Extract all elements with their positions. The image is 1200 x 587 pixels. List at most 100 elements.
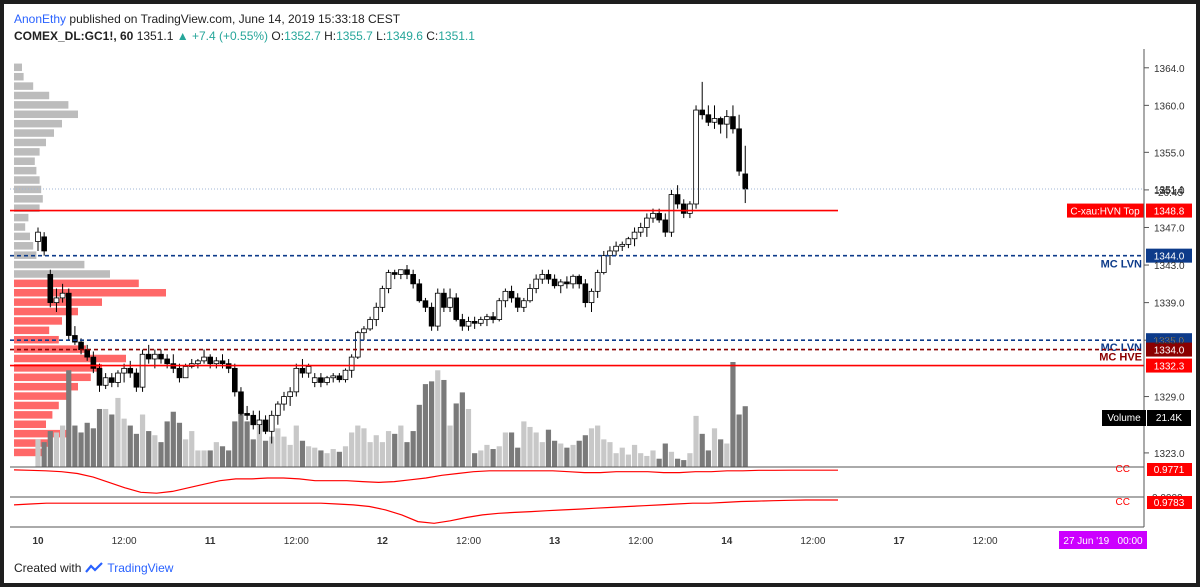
volume-bars: [35, 362, 748, 467]
candle-body: [361, 328, 367, 334]
candle-body: [564, 281, 570, 285]
time-tick-label: 12:00: [456, 536, 481, 547]
profile-bar: [14, 411, 53, 419]
volume-bar: [515, 447, 521, 467]
low-label: L:: [376, 29, 387, 43]
profile-bar: [14, 317, 62, 325]
profile-bar: [14, 91, 50, 100]
volume-bar: [275, 428, 281, 467]
profile-bar: [14, 129, 54, 137]
candle-body: [354, 332, 361, 358]
profile-bar: [14, 148, 40, 156]
candle-body: [582, 283, 589, 304]
candle-body: [508, 290, 515, 299]
level-price-label: 1348.8: [1154, 207, 1185, 218]
volume-bar: [152, 435, 158, 467]
volume-bar: [244, 421, 250, 467]
volume-bar: [718, 439, 724, 467]
candle-body: [484, 316, 490, 320]
candle-body: [72, 335, 78, 343]
candle-body: [459, 319, 466, 327]
candle-body: [607, 250, 613, 257]
level-price-box: [1146, 203, 1192, 218]
low-value: 1349.6: [386, 29, 423, 43]
candle-body: [711, 118, 718, 123]
volume-bar: [588, 428, 595, 467]
candle-body: [59, 292, 66, 299]
candle-body: [231, 367, 238, 393]
volume-bar: [207, 450, 213, 467]
volume-bar: [539, 442, 545, 467]
level-name-label: C-xau:HVN Top: [1070, 207, 1140, 218]
level-name-box: [1067, 203, 1144, 218]
profile-bar: [14, 82, 34, 90]
volume-bar: [96, 408, 103, 467]
candle-body: [373, 306, 380, 320]
last-price: 1351.1: [136, 29, 174, 43]
price-tick-label: 1323.0: [1154, 449, 1185, 460]
profile-bar: [14, 204, 40, 212]
profile-bar: [14, 288, 166, 297]
candle-body: [551, 278, 558, 287]
volume-bar: [189, 431, 195, 467]
volume-bar: [146, 431, 152, 467]
candle-body: [619, 243, 626, 247]
price-chart[interactable]: 1348.8 C-xau:HVN Top 1344.0 MC LVN 1335.0 MC …: [4, 4, 1196, 583]
profile-bar: [14, 176, 40, 184]
profile-bar: [14, 401, 59, 410]
volume-bar: [705, 450, 711, 467]
volume-bar: [66, 370, 72, 467]
volume-bar: [595, 425, 601, 467]
candle-body: [453, 297, 459, 320]
volume-bar: [429, 381, 435, 467]
candle-body: [152, 353, 158, 360]
volume-bar: [392, 433, 398, 467]
candle-body: [730, 116, 736, 130]
price-tick-label: 1329.0: [1154, 393, 1185, 404]
candle-body: [133, 372, 140, 388]
profile-bar: [14, 354, 126, 363]
time-tick-label: 11: [205, 536, 216, 547]
candle-body: [631, 231, 638, 240]
volume-bar: [385, 431, 392, 467]
tradingview-brand[interactable]: TradingView: [107, 561, 174, 575]
price-tick-label: 1355.0: [1154, 148, 1185, 159]
volume-bar: [693, 415, 699, 467]
candle-body: [502, 290, 509, 302]
volume-bar: [330, 449, 336, 467]
volume-bar: [139, 414, 146, 467]
author-link[interactable]: AnonEthy: [14, 12, 67, 26]
volume-bar: [164, 421, 170, 467]
candle-body: [35, 231, 41, 242]
candle-body: [330, 375, 336, 379]
candle-body: [514, 297, 521, 308]
profile-bar: [14, 72, 24, 81]
candle-body: [668, 194, 675, 233]
candlesticks[interactable]: [35, 81, 749, 444]
publish-header: AnonEthy published on TradingView.com, J…: [14, 12, 400, 26]
symbol-label[interactable]: COMEX_DL:GC1!, 60: [14, 29, 134, 43]
profile-bar: [14, 138, 46, 147]
crosshair-date: 27 Jun '19 00:00: [1063, 536, 1143, 547]
volume-bar: [675, 458, 681, 467]
indicator2-line: [13, 499, 838, 524]
volume-bar: [490, 449, 496, 467]
crosshair-date-box: [1059, 531, 1147, 549]
volume-bar: [478, 450, 484, 467]
volume-bar: [318, 450, 324, 467]
profile-bar: [14, 373, 91, 382]
candle-body: [342, 369, 349, 381]
volume-bar: [41, 442, 47, 467]
candle-body: [299, 367, 306, 374]
volume-bar: [72, 425, 78, 467]
candle-body: [416, 283, 423, 302]
open-value: 1352.7: [284, 29, 321, 43]
volume-bar: [613, 453, 619, 467]
volume-bar: [287, 444, 293, 467]
volume-bar: [607, 442, 613, 467]
volume-bar: [650, 450, 656, 467]
candle-body: [53, 297, 60, 304]
profile-bar: [14, 364, 102, 372]
candle-body: [410, 274, 416, 285]
profile-bar: [14, 232, 30, 241]
